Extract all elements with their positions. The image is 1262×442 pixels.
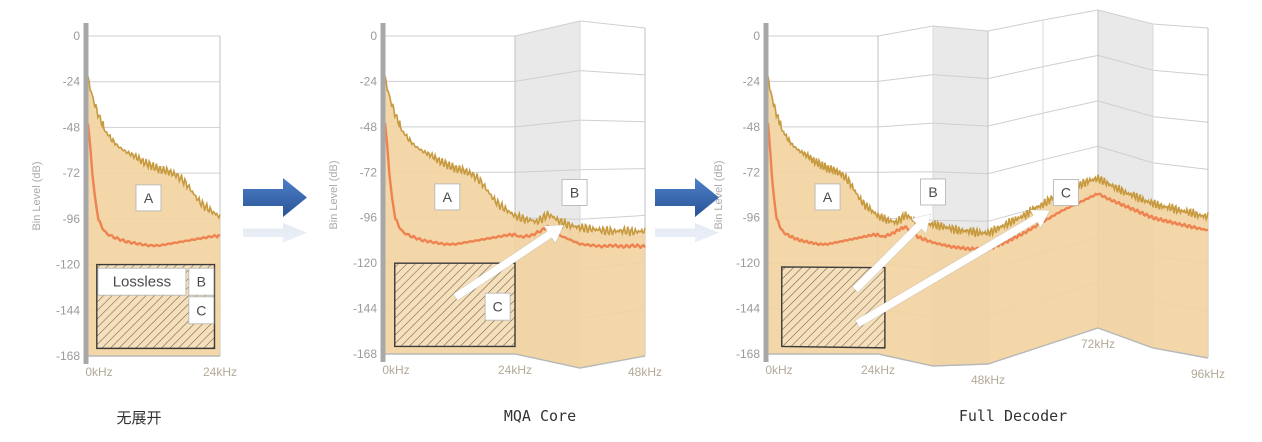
unfold-arrow [851, 213, 932, 294]
y-tick-label: -120 [353, 256, 377, 270]
y-tick-label: 0 [370, 29, 377, 43]
x-tick-label: 48kHz [971, 373, 1005, 387]
y-tick-label: 0 [73, 29, 80, 43]
y-tick-label: -72 [360, 165, 378, 179]
x-tick-label: 24kHz [498, 363, 532, 377]
annotation-box-b [561, 179, 588, 206]
x-tick-label: 96kHz [1191, 367, 1225, 381]
annotation-box-a [135, 184, 162, 212]
x-tick-label: 0kHz [382, 363, 409, 377]
annotation-label-c: C [493, 299, 503, 315]
y-tick-label: -144 [736, 302, 760, 316]
y-tick-label: -24 [63, 75, 81, 89]
gridline [385, 20, 646, 37]
next-stage-arrow-shape [655, 178, 719, 217]
annotation-label-b: B [928, 184, 937, 200]
y-tick-label: 0 [753, 29, 760, 43]
spectrum-edge [87, 76, 221, 220]
y-tick-label: -48 [63, 120, 81, 134]
spectrum-edge [384, 75, 646, 237]
plot-bottom-edge [385, 353, 646, 369]
annotation-label-c: C [196, 302, 206, 318]
y-tick-label: -96 [743, 211, 761, 225]
gridline [385, 119, 646, 128]
annotation-box-b [188, 267, 215, 296]
hatched-hidden-data-region [394, 262, 516, 348]
y-tick-label: -168 [56, 349, 80, 363]
chart-panel: 0 -24 -48 -72 -96 -120 -144 -168 Bin Level (dB) 0… [328, 20, 662, 379]
y-tick-label: -144 [353, 302, 377, 316]
caption-panel-full-decoder: Full Decoder [958, 407, 1068, 425]
y-tick-label: -72 [63, 166, 81, 180]
gridline [768, 54, 1209, 82]
x-tick-label: 48kHz [628, 365, 662, 379]
caption-panel-no-unfold: 无展开 [116, 409, 162, 427]
gridline [768, 145, 1209, 175]
annotation-label-b: B [197, 274, 206, 290]
x-tick-label: 24kHz [861, 363, 895, 377]
gridline [385, 70, 646, 82]
annotation-box-c [484, 292, 511, 321]
y-tick-label: -168 [736, 347, 760, 361]
y-tick-label: -144 [56, 303, 80, 317]
annotation-label-lossless: Lossless [113, 274, 171, 291]
noise-floor-line [383, 122, 647, 249]
annotation-label-a: A [823, 189, 833, 205]
annotation-box-c [188, 296, 215, 325]
gridline [768, 9, 1209, 37]
y-tick-label: -168 [353, 347, 377, 361]
noise-floor-line [86, 123, 220, 248]
y-axis-title: Bin Level (dB) [328, 160, 340, 229]
annotation-box-a [434, 183, 461, 211]
y-tick-label: -96 [63, 212, 81, 226]
annotation-box-a [814, 183, 841, 211]
next-stage-arrow-shape [243, 178, 307, 217]
y-tick-label: -24 [743, 74, 761, 88]
unfold-arrow [854, 209, 1051, 328]
next-stage-arrow-reflection [655, 223, 719, 243]
plot-bottom-edge [768, 327, 1209, 367]
x-tick-label: 72kHz [1081, 337, 1115, 351]
chart-panel: 0 -24 -48 -72 -96 -120 -144 -168 Bin Level (dB) 0… [713, 9, 1225, 387]
x-tick-label: 0kHz [765, 363, 792, 377]
annotation-box-lossless [97, 267, 187, 296]
next-stage-arrow [655, 178, 719, 243]
y-tick-label: -48 [360, 120, 378, 134]
y-tick-label: -120 [736, 256, 760, 270]
annotation-label-c: C [1061, 185, 1071, 201]
spectrum-edge [767, 75, 1209, 238]
next-stage-arrow-reflection [243, 223, 307, 243]
x-tick-label: 0kHz [85, 365, 112, 379]
y-tick-label: -24 [360, 74, 378, 88]
y-tick-label: -48 [743, 120, 761, 134]
annotation-label-a: A [144, 190, 154, 206]
annotation-box-b [920, 178, 946, 206]
x-tick-label: 24kHz [203, 365, 237, 379]
y-tick-label: -120 [56, 258, 80, 272]
y-tick-label: -96 [360, 211, 378, 225]
annotation-label-b: B [570, 184, 579, 200]
y-tick-label: -72 [743, 165, 761, 179]
gridline [768, 100, 1209, 128]
y-axis-title: Bin Level (dB) [31, 161, 43, 230]
unfold-arrow [452, 224, 565, 302]
y-axis-title: Bin Level (dB) [713, 160, 725, 229]
annotation-label-a: A [443, 189, 453, 205]
annotation-box-c [1052, 179, 1079, 206]
chart-panel: 0 -24 -48 -72 -96 -120 -144 -168 Bin Level (dB) 0… [31, 23, 237, 379]
next-stage-arrow [243, 178, 307, 243]
caption-panel-mqa-core: MQA Core [503, 407, 577, 425]
